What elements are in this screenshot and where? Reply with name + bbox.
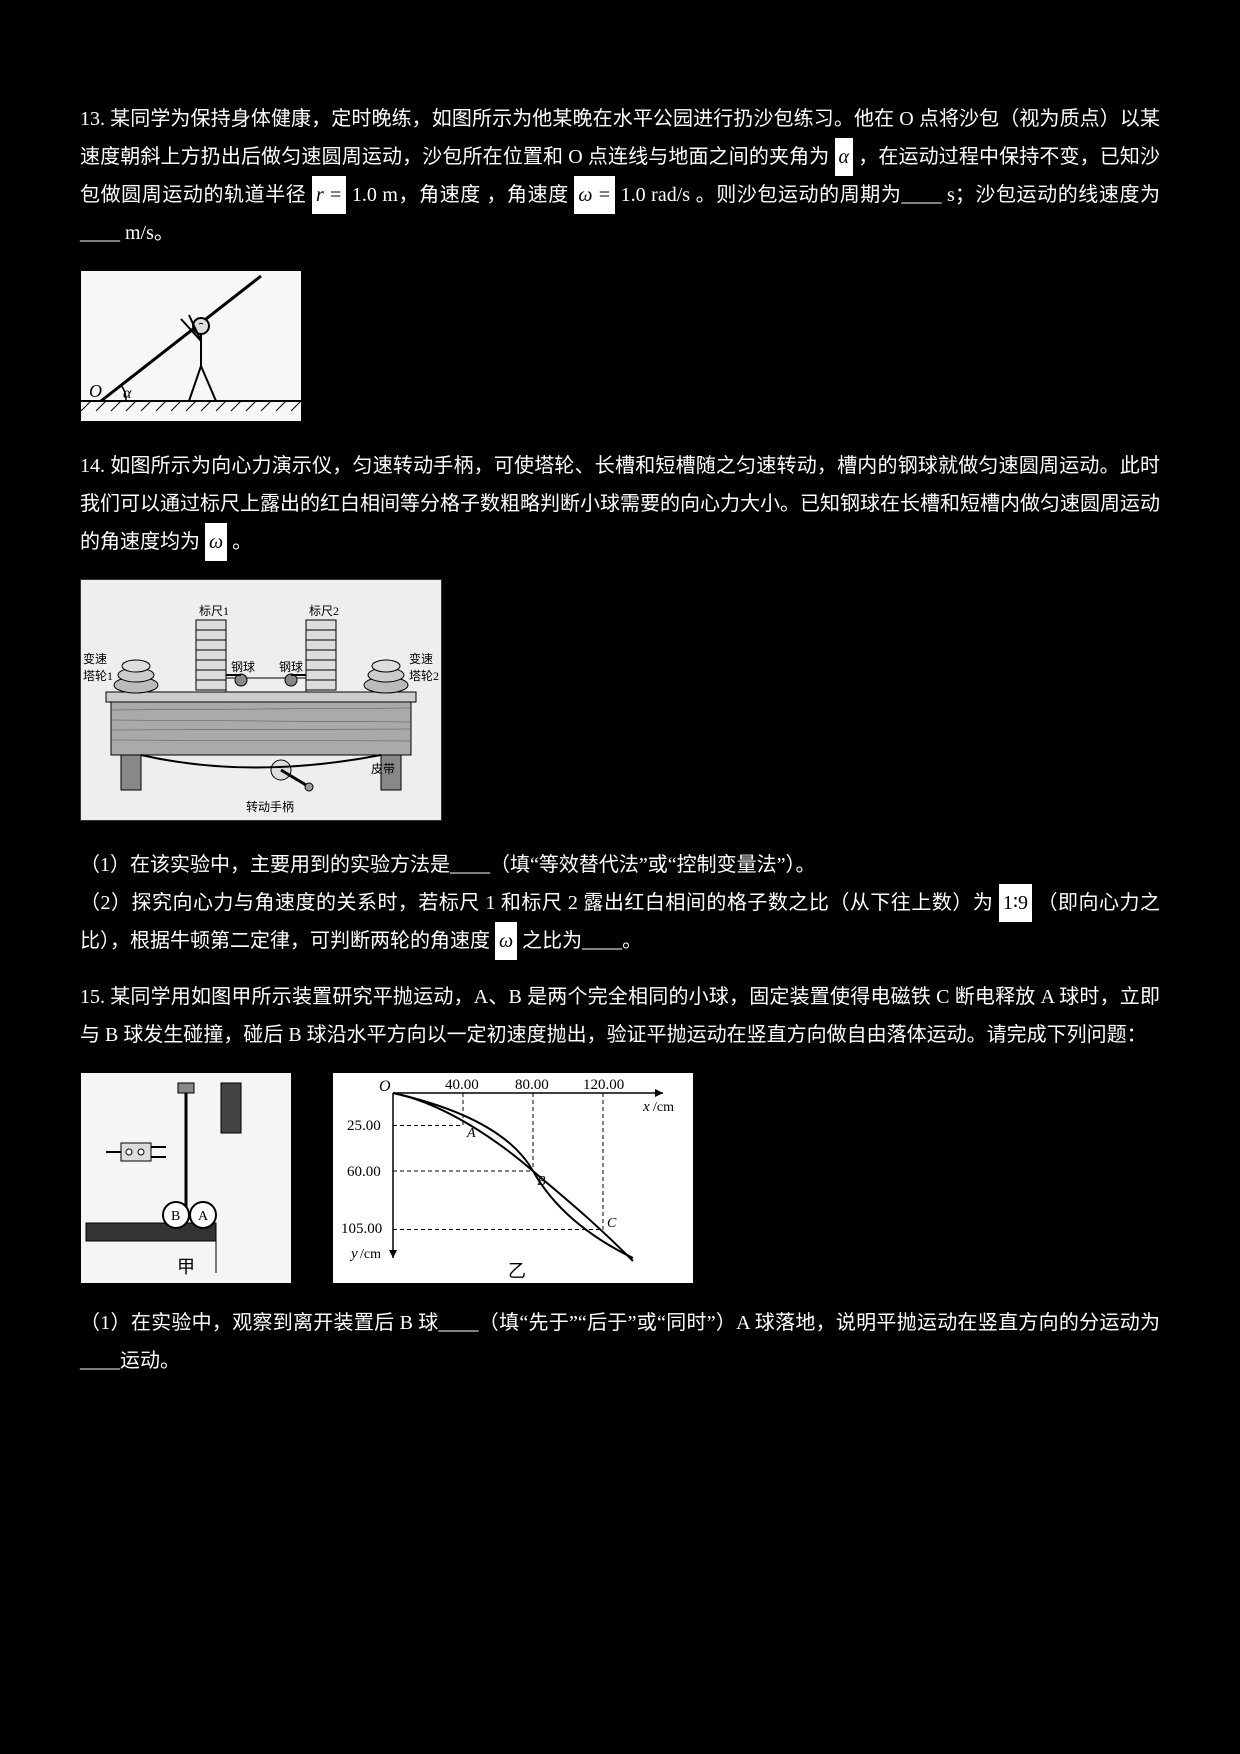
omega-equals: ω = xyxy=(574,176,615,214)
svg-text:C: C xyxy=(607,1216,617,1231)
r-equals: r = xyxy=(312,176,346,214)
svg-text:乙: 乙 xyxy=(508,1261,526,1281)
label-pulley2: 变速塔轮2 xyxy=(409,650,439,684)
q14-part2c: 之比为____。 xyxy=(522,930,642,952)
ytick-25: 25.00 xyxy=(347,1118,381,1134)
svg-text:O: O xyxy=(379,1078,391,1095)
label-ball2: 钢球 xyxy=(279,658,303,675)
q14-figure: 标尺1 标尺2 变速塔轮1 变速塔轮2 钢球 钢球 皮带 转动手柄 xyxy=(80,579,1160,826)
q14-part1: （1）在该实验中，主要用到的实验方法是____（填“等效替代法”或“控制变量法”… xyxy=(80,846,1160,884)
q13-omega-val: 1.0 rad/s xyxy=(621,184,690,206)
ytick-60: 60.00 xyxy=(347,1164,381,1180)
svg-text:B: B xyxy=(537,1174,546,1189)
omega-symbol-2: ω xyxy=(495,922,517,960)
q15-figure: B A 甲 O xyxy=(80,1072,1160,1284)
apparatus-panel: B A 甲 xyxy=(80,1072,292,1284)
q14-part2: （2）探究向心力与角速度的关系时，若标尺 1 和标尺 2 露出红白相间的格子数之… xyxy=(80,884,1160,960)
centripetal-apparatus-diagram: 标尺1 标尺2 变速塔轮1 变速塔轮2 钢球 钢球 皮带 转动手柄 xyxy=(80,579,442,821)
label-ball1: 钢球 xyxy=(231,658,255,675)
svg-text:A: A xyxy=(198,1209,209,1224)
xtick-120: 120.00 xyxy=(583,1077,624,1093)
trajectory-graph: O 40.00 80.00 120.00 x /cm 25.00 60.00 1… xyxy=(332,1072,694,1284)
label-handle: 转动手柄 xyxy=(246,798,294,815)
omega-symbol-1: ω xyxy=(205,523,227,561)
q14-after-omega: 。 xyxy=(232,531,252,553)
svg-text:y: y xyxy=(349,1246,358,1262)
q14-text: 14. 如图所示为向心力演示仪，匀速转动手柄，可使塔轮、长槽和短槽随之匀速转动，… xyxy=(80,447,1160,561)
svg-text:/cm: /cm xyxy=(653,1100,674,1115)
svg-text:/cm: /cm xyxy=(360,1247,381,1262)
q13-figure: O α xyxy=(80,270,1160,427)
page: 13. 某同学为保持身体健康，定时晚练，如图所示为他某晚在水平公园进行扔沙包练习… xyxy=(0,0,1240,1440)
svg-text:甲: 甲 xyxy=(177,1257,195,1277)
xtick-80: 80.00 xyxy=(515,1077,549,1093)
label-scale1: 标尺1 xyxy=(199,602,229,619)
svg-text:B: B xyxy=(171,1209,180,1224)
ratio-box: 1∶9 xyxy=(999,884,1032,922)
label-pulley1: 变速塔轮1 xyxy=(83,650,113,684)
svg-text:α: α xyxy=(123,385,132,402)
label-scale2: 标尺2 xyxy=(309,602,339,619)
q15-tail: （1）在实验中，观察到离开装置后 B 球____（填“先于”“后于”或“同时”）… xyxy=(80,1304,1160,1380)
q15-text: 15. 某同学用如图甲所示装置研究平抛运动，A、B 是两个完全相同的小球，固定装… xyxy=(80,978,1160,1054)
q14-part2a: （2）探究向心力与角速度的关系时，若标尺 1 和标尺 2 露出红白相间的格子数之… xyxy=(80,892,999,914)
ytick-105: 105.00 xyxy=(341,1221,382,1237)
pole-person-diagram: O α xyxy=(80,270,302,422)
svg-text:O: O xyxy=(89,381,102,401)
q13-r-val: 1.0 m，角速度 xyxy=(352,184,487,206)
label-belt: 皮带 xyxy=(371,760,395,777)
xtick-40: 40.00 xyxy=(445,1077,479,1093)
q13-text: 13. 某同学为保持身体健康，定时晚练，如图所示为他某晚在水平公园进行扔沙包练习… xyxy=(80,100,1160,252)
alpha-symbol: α xyxy=(835,138,854,176)
svg-text:x: x xyxy=(642,1099,650,1115)
svg-text:A: A xyxy=(466,1126,476,1141)
